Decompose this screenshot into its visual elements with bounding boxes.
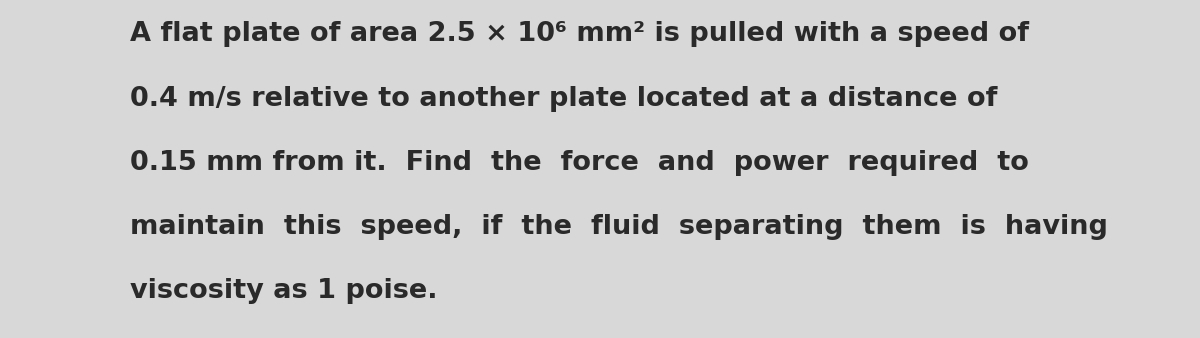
Text: viscosity as 1 poise.: viscosity as 1 poise.: [130, 278, 437, 304]
Text: A flat plate of area 2.5 × 10⁶ mm² is pulled with a speed of: A flat plate of area 2.5 × 10⁶ mm² is pu…: [130, 21, 1028, 47]
Text: 0.4 m/s relative to another plate located at a distance of: 0.4 m/s relative to another plate locate…: [130, 86, 997, 112]
Text: maintain  this  speed,  if  the  fluid  separating  them  is  having: maintain this speed, if the fluid separa…: [130, 214, 1108, 240]
Text: 0.15 mm from it.  Find  the  force  and  power  required  to: 0.15 mm from it. Find the force and powe…: [130, 150, 1028, 176]
